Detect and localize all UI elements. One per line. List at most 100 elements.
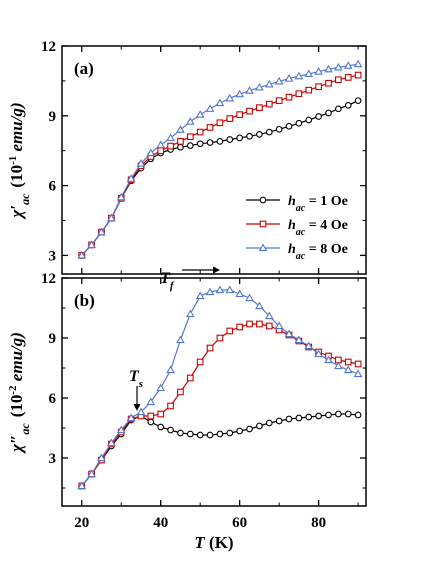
series-2-point: [157, 147, 165, 155]
x-tick-label: 20: [74, 515, 89, 531]
legend-marker-2: [259, 220, 267, 228]
series-2-point: [206, 124, 214, 131]
series-2-point: [344, 358, 352, 366]
legend-entry-3: hac = 8 Oe: [288, 242, 348, 262]
series-2-point: [177, 388, 184, 396]
series-1-point: [335, 105, 342, 113]
series-1-point: [196, 140, 204, 148]
series-2-point: [186, 133, 194, 141]
series-3-point: [87, 240, 96, 249]
series-1-point: [315, 412, 322, 420]
series-3-point: [353, 59, 363, 68]
y-tick-label: 3: [49, 451, 57, 467]
series-2-point: [167, 402, 174, 410]
series-1-point: [206, 431, 214, 439]
series-3-point: [97, 453, 106, 462]
series-3-line: [81, 289, 359, 487]
annotation-ts-arrowhead: [133, 404, 141, 411]
series-2-point: [315, 83, 322, 91]
series-3-point: [116, 192, 126, 201]
series-1-point: [206, 139, 214, 146]
series-1-point: [354, 97, 362, 105]
series-1-point: [186, 430, 194, 438]
series-2-point: [344, 74, 352, 81]
series-2-point: [305, 86, 313, 94]
series-3-point: [77, 481, 87, 490]
series-1-point: [186, 142, 194, 149]
legend: hac = 1 Oe hac = 4 Oe hac = 8 Oe: [246, 194, 348, 262]
series-2-point: [216, 334, 224, 342]
series-3-point: [264, 79, 274, 88]
legend-entry-1: hac = 1 Oe: [288, 194, 348, 214]
series-3-point: [166, 365, 175, 374]
series-2-point: [265, 100, 273, 108]
series-3-point: [166, 133, 175, 141]
series-3-point: [284, 74, 294, 82]
panel-a-ticks: 3 6 9 12: [41, 39, 366, 274]
series-1-point: [236, 134, 244, 142]
series-1-point: [157, 423, 165, 431]
series-1-point: [275, 125, 283, 133]
series-1-point: [177, 429, 184, 437]
series-3-point: [126, 174, 136, 182]
series-2-point: [177, 138, 184, 145]
series-3-point: [353, 369, 363, 378]
series-3-point: [245, 293, 254, 302]
series-2-point: [354, 360, 362, 368]
x-tick-label: 80: [311, 515, 326, 531]
series-3-point: [215, 98, 225, 107]
series-2-point: [157, 410, 165, 418]
annotation-ts: Ts: [129, 368, 143, 390]
series-2-point: [335, 76, 342, 84]
series-3-point: [205, 287, 215, 296]
series-1-point: [216, 430, 224, 438]
series-3-point: [284, 329, 294, 338]
y-tick-label: 6: [49, 179, 57, 195]
series-2-point: [236, 323, 244, 331]
series-2-point: [216, 119, 224, 127]
series-1-point: [295, 414, 303, 422]
panel-b-series: [77, 285, 363, 490]
legend-entry-2: hac = 4 Oe: [288, 218, 348, 238]
panel-b-label: (b): [74, 291, 95, 310]
series-1-point: [325, 411, 332, 419]
series-2-point: [246, 107, 253, 115]
series-3-point: [146, 397, 156, 406]
series-1-point: [167, 426, 174, 434]
series-3-point: [334, 62, 343, 71]
series-1-point: [256, 131, 263, 138]
series-3-point: [77, 250, 87, 259]
series-3-point: [324, 64, 333, 73]
series-2-point: [256, 320, 263, 328]
series-3-point: [343, 61, 353, 69]
series-3-point: [343, 365, 353, 374]
series-2-point: [196, 128, 204, 136]
series-3-point: [185, 117, 195, 125]
y-tick-label: 12: [41, 271, 56, 287]
y-tick-label: 9: [49, 331, 57, 347]
series-1-point: [335, 410, 342, 418]
panel-b-frame: [61, 277, 367, 507]
series-3-point: [255, 301, 264, 310]
series-3-point: [235, 289, 245, 298]
series-3-point: [107, 213, 116, 222]
series-3-point: [274, 321, 284, 330]
series-1-point: [305, 116, 313, 124]
series-3-point: [205, 104, 215, 112]
series-1-point: [295, 119, 303, 127]
series-1-point: [344, 101, 352, 109]
panel-b-ticks: 3 6 9 12 20 40 60 80: [41, 271, 366, 531]
series-3-point: [195, 110, 205, 118]
panel-b: 3 6 9 12 20 40 60 80 (b) χ″ac(10-2 emu/g) T (K)…: [7, 266, 367, 552]
series-2-point: [167, 142, 174, 150]
series-3-point: [136, 158, 146, 167]
series-2-line: [81, 323, 359, 487]
series-3-point: [136, 407, 146, 416]
series-3-point: [334, 361, 343, 370]
series-1-point: [256, 422, 263, 430]
series-1-point: [246, 425, 253, 433]
series-2-point: [295, 90, 303, 98]
series-1-point: [265, 128, 273, 136]
series-3-point: [245, 86, 254, 94]
